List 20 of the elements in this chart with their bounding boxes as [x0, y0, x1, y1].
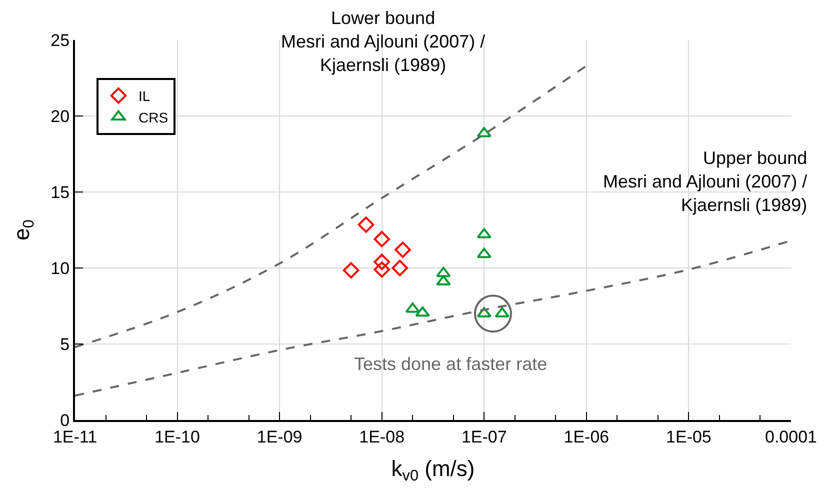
y-tick-label: 20 — [50, 106, 70, 126]
y-tick-label: 5 — [60, 334, 70, 354]
y-tick-label: 25 — [50, 30, 70, 50]
x-tick-label: 0.0001 — [765, 427, 817, 446]
x-tick-label: 1E-06 — [564, 427, 610, 446]
legend-label: CRS — [138, 109, 168, 126]
y-tick-label: 10 — [50, 258, 70, 278]
annotation: Lower bound Mesri and Ajlouni (2007) / Kjaernsli (1989) — [281, 8, 486, 75]
x-axis-title: k$_{v0}$ (m/s) — [391, 456, 475, 484]
x-tick-label: 1E-07 — [461, 427, 507, 446]
x-tick-label: 1E-08 — [359, 427, 405, 446]
y-tick-label: 15 — [50, 182, 70, 202]
x-tick-label: 1E-11 — [52, 427, 98, 446]
legend-label: IL — [138, 88, 150, 104]
y-tick-label: 0 — [60, 410, 70, 430]
x-tick-label: 1E-10 — [154, 427, 200, 446]
x-tick-label: 1E-09 — [256, 427, 302, 446]
annotation: Tests done at faster rate — [354, 354, 548, 374]
annotation: Upper bound Mesri and Ajlouni (2007) / Kjaernsli (1989) — [603, 148, 808, 215]
x-tick-label: 1E-05 — [666, 427, 712, 446]
